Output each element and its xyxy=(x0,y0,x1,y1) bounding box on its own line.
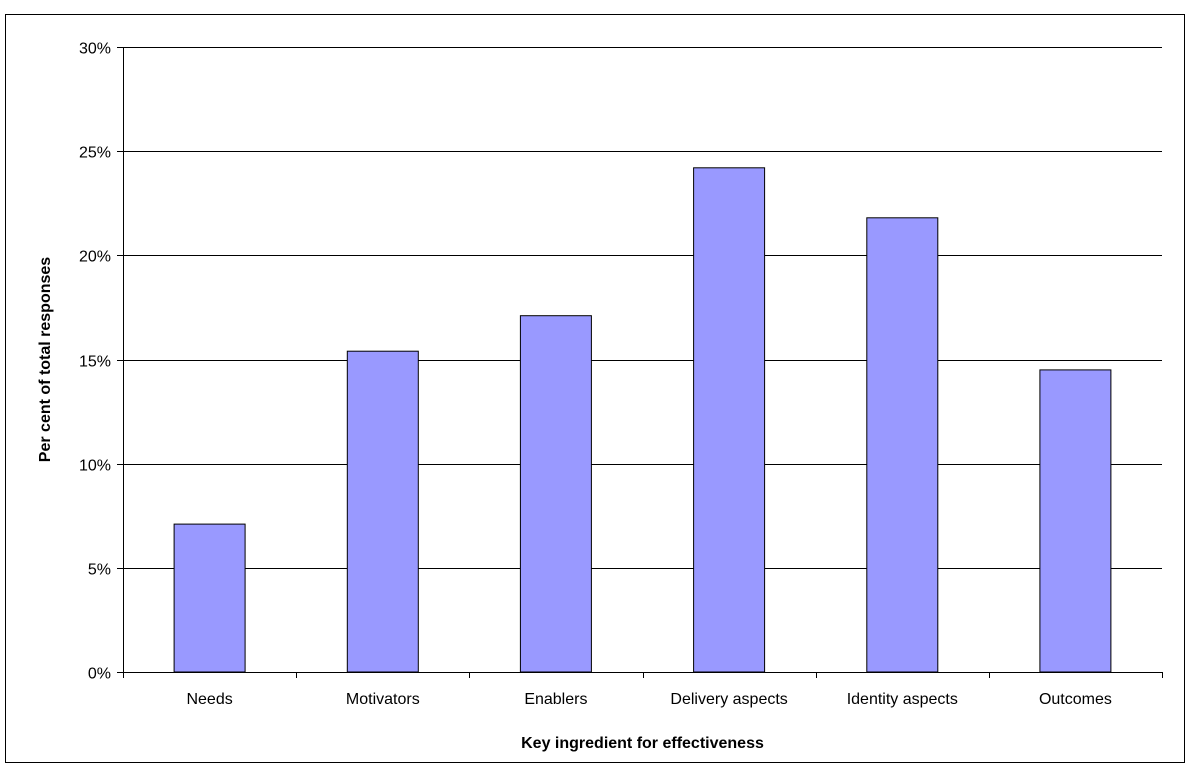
bar-motivators xyxy=(346,350,419,673)
bar-outcomes xyxy=(1039,369,1112,673)
x-tick-label: Identity aspects xyxy=(847,691,958,708)
y-tick-labels: 0% 5% 10% 15% 20% 25% 30% xyxy=(79,41,111,683)
x-axis-title: Key ingredient for effectiveness xyxy=(521,735,764,752)
x-tick-label: Delivery aspects xyxy=(670,691,787,708)
bar-delivery-aspects xyxy=(693,167,766,673)
bar-enablers xyxy=(519,315,592,673)
y-axis-title: Per cent of total responses xyxy=(37,257,54,462)
bar-identity-aspects xyxy=(866,217,939,673)
y-tick-label: 0% xyxy=(88,666,111,683)
y-tick-label: 25% xyxy=(79,145,111,162)
gridlines xyxy=(123,47,1162,569)
axes xyxy=(117,47,1163,678)
x-tick-label: Outcomes xyxy=(1039,691,1112,708)
bars xyxy=(173,167,1112,673)
y-tick-label: 10% xyxy=(79,458,111,475)
y-tick-label: 30% xyxy=(79,41,111,58)
x-tick-label: Needs xyxy=(186,691,232,708)
x-tick-label: Motivators xyxy=(346,691,420,708)
y-tick-label: 15% xyxy=(79,354,111,371)
x-tick-label: Enablers xyxy=(524,691,587,708)
x-tick-labels: Needs Motivators Enablers Delivery aspects I… xyxy=(186,691,1111,708)
y-tick-label: 5% xyxy=(88,562,111,579)
y-tick-label: 20% xyxy=(79,249,111,266)
bar-needs xyxy=(173,523,246,673)
